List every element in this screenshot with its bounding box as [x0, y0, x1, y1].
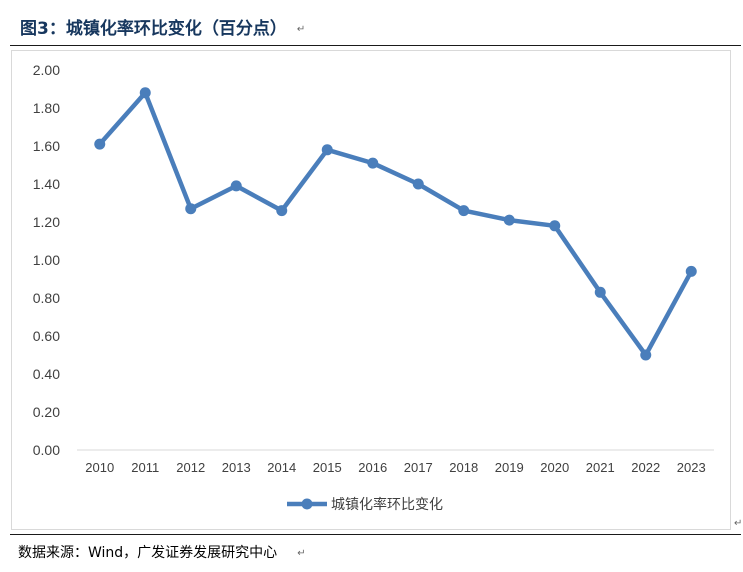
legend-marker-swatch: [301, 498, 313, 510]
paragraph-mark-icon: ↵: [297, 547, 306, 559]
x-tick-label: 2018: [449, 460, 478, 475]
y-tick-label: 2.00: [33, 62, 60, 78]
line-chart: 0.00 0.20 0.40 0.60 0.80 1.00 1.20 1.40 1.60 1.80…: [33, 62, 714, 513]
top-divider: [10, 45, 741, 46]
figure-title: 图3：城镇化率环比变化（百分点） ↵: [20, 14, 305, 39]
y-axis: 0.00 0.20 0.40 0.60 0.80 1.00 1.20 1.40 1.60 1.80…: [33, 62, 60, 458]
data-point[interactable]: [594, 286, 606, 298]
x-tick-label: 2011: [131, 460, 159, 475]
data-point[interactable]: [321, 144, 333, 156]
paragraph-mark-icon: ↵: [734, 518, 743, 529]
x-tick-label: 2010: [85, 460, 114, 475]
data-point[interactable]: [685, 265, 697, 277]
chart-frame: [11, 50, 731, 530]
y-tick-label: 0.20: [33, 404, 60, 420]
data-point[interactable]: [503, 214, 515, 226]
figure-title-text: 图3：城镇化率环比变化（百分点）: [20, 19, 287, 39]
y-tick-label: 1.60: [33, 138, 60, 154]
data-point[interactable]: [139, 87, 151, 99]
x-tick-label: 2012: [176, 460, 205, 475]
data-point[interactable]: [367, 157, 379, 169]
x-tick-label: 2017: [404, 460, 433, 475]
y-tick-label: 1.40: [33, 176, 60, 192]
y-tick-label: 0.40: [33, 366, 60, 382]
data-point[interactable]: [94, 138, 106, 150]
x-tick-label: 2016: [358, 460, 387, 475]
data-point[interactable]: [230, 180, 242, 192]
data-point[interactable]: [412, 178, 424, 190]
legend[interactable]: 城镇化率环比变化: [287, 496, 443, 513]
bottom-divider: [10, 534, 741, 535]
y-tick-label: 0.00: [33, 442, 60, 458]
data-point[interactable]: [549, 220, 561, 232]
x-axis: 2010 2011 2012 2013 2014 2015 2016 2017 2018 2019…: [85, 460, 705, 475]
x-tick-label: 2020: [540, 460, 569, 475]
legend-label: 城镇化率环比变化: [331, 496, 443, 513]
x-tick-label: 2019: [495, 460, 524, 475]
data-point[interactable]: [276, 205, 288, 217]
x-tick-label: 2015: [313, 460, 342, 475]
x-tick-label: 2013: [222, 460, 251, 475]
paragraph-mark-icon: ↵: [296, 23, 306, 35]
y-tick-label: 0.60: [33, 328, 60, 344]
x-tick-label: 2021: [586, 460, 615, 475]
y-tick-label: 1.80: [33, 100, 60, 116]
x-tick-label: 2014: [267, 460, 296, 475]
source-note: 数据来源：Wind，广发证券发展研究中心 ↵: [18, 542, 306, 562]
data-point[interactable]: [458, 205, 470, 217]
series-group: [94, 87, 697, 361]
x-tick-label: 2023: [677, 460, 706, 475]
y-tick-label: 1.00: [33, 252, 60, 268]
x-tick-label: 2022: [631, 460, 660, 475]
source-text: 数据来源：Wind，广发证券发展研究中心: [18, 545, 278, 561]
y-tick-label: 1.20: [33, 214, 60, 230]
series-line: [97, 90, 694, 358]
y-tick-label: 0.80: [33, 290, 60, 306]
data-point[interactable]: [640, 349, 652, 361]
data-point[interactable]: [185, 203, 197, 215]
